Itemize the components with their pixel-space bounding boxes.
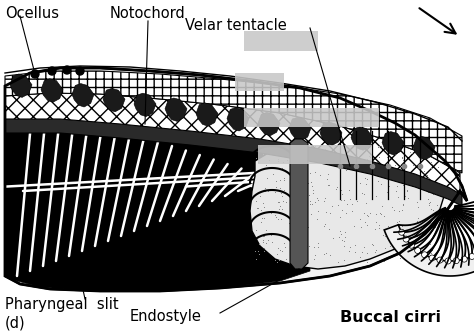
Circle shape [399, 229, 405, 235]
Polygon shape [165, 98, 187, 121]
Polygon shape [351, 127, 373, 150]
Polygon shape [72, 84, 94, 107]
Circle shape [76, 67, 84, 75]
Polygon shape [5, 93, 460, 196]
Polygon shape [41, 79, 63, 102]
Polygon shape [250, 141, 445, 269]
Circle shape [437, 257, 443, 263]
Polygon shape [5, 71, 462, 173]
Polygon shape [289, 117, 311, 141]
Text: Endostyle: Endostyle [130, 309, 202, 324]
Circle shape [453, 258, 459, 264]
Polygon shape [134, 93, 156, 117]
Polygon shape [5, 77, 310, 291]
Bar [244, 108, 379, 127]
Circle shape [403, 236, 409, 242]
Circle shape [445, 258, 451, 264]
Polygon shape [5, 119, 462, 206]
Text: Pharyngeal  slit: Pharyngeal slit [5, 297, 118, 311]
Polygon shape [384, 215, 474, 276]
Polygon shape [5, 68, 467, 291]
Circle shape [409, 242, 414, 248]
Polygon shape [258, 113, 280, 136]
Text: (d): (d) [5, 315, 26, 330]
Circle shape [429, 255, 435, 261]
Polygon shape [413, 136, 435, 160]
Polygon shape [10, 74, 32, 97]
Text: Velar tentacle: Velar tentacle [185, 19, 287, 33]
Circle shape [63, 66, 71, 74]
Polygon shape [290, 139, 308, 269]
Circle shape [421, 252, 428, 258]
Text: Ocellus: Ocellus [5, 6, 59, 21]
Bar [244, 31, 318, 51]
Polygon shape [382, 132, 404, 155]
Polygon shape [103, 88, 125, 112]
Circle shape [415, 248, 420, 254]
Bar [235, 73, 284, 91]
Polygon shape [320, 122, 342, 145]
Polygon shape [196, 103, 218, 126]
Text: Notochord: Notochord [110, 6, 186, 21]
Circle shape [469, 254, 474, 260]
Text: Buccal cirri: Buccal cirri [340, 309, 441, 324]
Polygon shape [227, 108, 249, 131]
Circle shape [461, 256, 467, 262]
Circle shape [31, 70, 39, 78]
Circle shape [48, 67, 56, 75]
Bar [258, 145, 372, 164]
